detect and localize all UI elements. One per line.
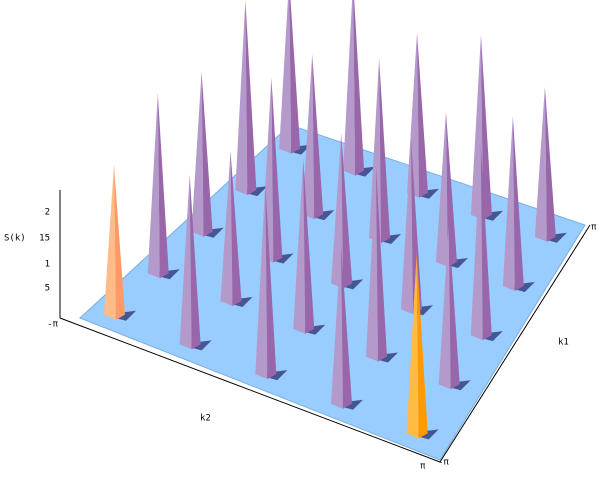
k1-max-label: π <box>591 223 597 233</box>
spike-face <box>271 77 283 263</box>
spike-face <box>279 0 292 154</box>
spike-face <box>438 224 451 390</box>
z-tick-label: 15 <box>39 234 50 244</box>
z-tick-label: 1 <box>45 260 50 270</box>
k2-label: k2 <box>200 414 211 424</box>
spike-face <box>470 145 483 341</box>
spike-face <box>289 0 301 154</box>
spike-face <box>201 71 213 237</box>
spike-face <box>448 224 460 390</box>
spike-face <box>400 139 413 315</box>
spike-face <box>245 0 257 196</box>
spike-face <box>147 93 160 279</box>
left-min-label: -π <box>47 320 58 330</box>
spike-face <box>369 58 382 244</box>
spike-face <box>230 150 242 306</box>
spikes <box>103 0 567 440</box>
k1-axis <box>439 224 591 463</box>
spike-face <box>189 174 201 350</box>
spike-face <box>416 253 428 439</box>
spike-face <box>293 158 306 334</box>
z-tick-label: 2 <box>45 208 50 218</box>
spike-face <box>220 150 233 306</box>
z-axis-label: S(k) <box>4 234 26 244</box>
spike-face <box>410 139 422 315</box>
k1-label: k1 <box>558 338 569 348</box>
spike-face <box>103 164 116 320</box>
spike-face <box>417 32 429 198</box>
spike-face <box>303 158 315 334</box>
spike-face <box>502 115 515 291</box>
k2-max-label: π <box>420 462 426 472</box>
spike-face <box>512 115 524 291</box>
spike-face <box>544 86 556 242</box>
spike-face <box>157 93 169 279</box>
spike-face <box>534 86 547 242</box>
spike-face <box>302 54 315 220</box>
spike-face <box>353 0 365 176</box>
spike-face <box>179 174 192 350</box>
spike-face <box>331 133 344 289</box>
spike-face <box>435 111 448 267</box>
spike-face <box>341 133 353 289</box>
spike-face <box>330 243 343 409</box>
bottom-min-label: -π <box>438 458 449 468</box>
spike-face <box>235 0 248 196</box>
spike-face <box>255 184 268 380</box>
spike-face <box>406 253 419 439</box>
spike-face <box>365 166 378 362</box>
spike-face <box>340 243 352 409</box>
spike-face <box>343 0 356 176</box>
spike-face <box>480 34 492 220</box>
spike-face <box>480 145 492 341</box>
spike-face <box>379 58 391 244</box>
spike-face <box>312 54 324 220</box>
k2-axis <box>59 317 441 463</box>
spike-face <box>375 166 387 362</box>
z-tick-label: 5 <box>45 284 50 294</box>
spike-face <box>265 184 277 380</box>
spike-face <box>113 164 125 320</box>
spike-face <box>191 71 204 237</box>
